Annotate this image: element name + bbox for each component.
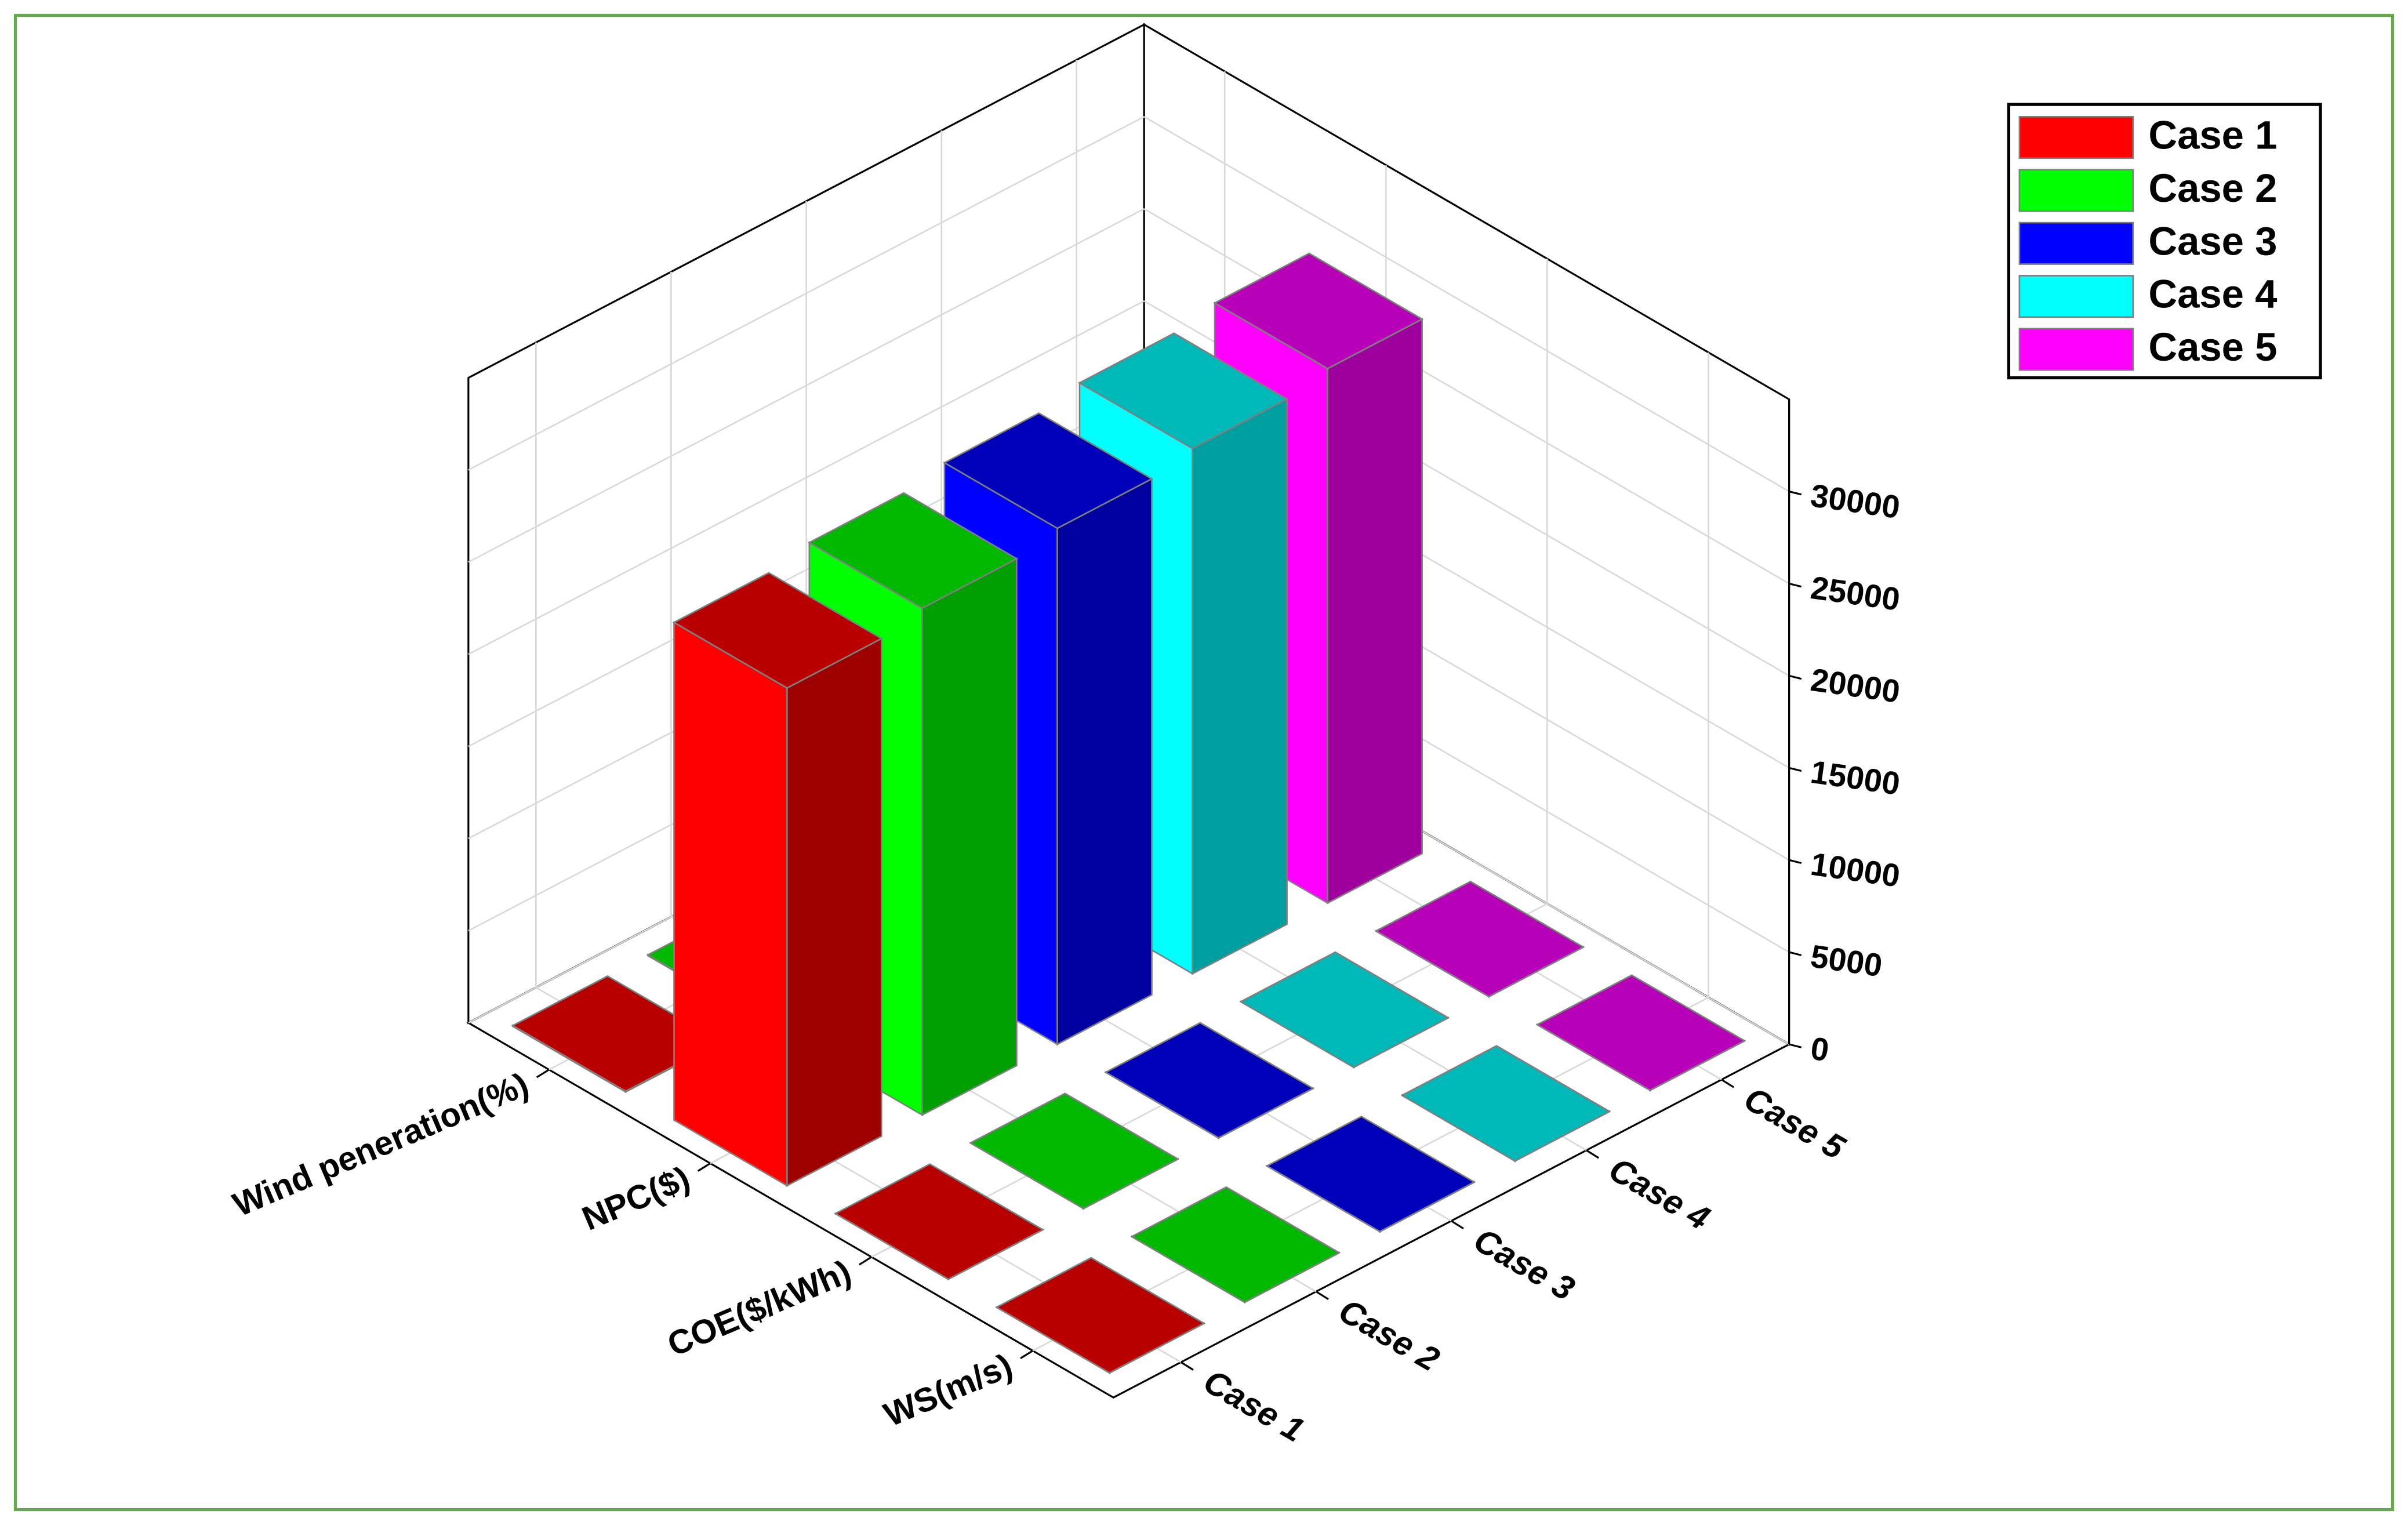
grid-line (1143, 208, 1790, 584)
z-tick (1789, 859, 1802, 865)
case-tick (1180, 1361, 1194, 1371)
legend-swatch (2018, 222, 2134, 265)
grid-line (468, 116, 1145, 471)
bar-top-face (1104, 1022, 1315, 1139)
grid-line (468, 300, 1145, 655)
row-tick (1020, 1350, 1034, 1359)
legend-label: Case 4 (2148, 272, 2277, 317)
bar-top-face (834, 1163, 1045, 1280)
legend-swatch (2018, 328, 2134, 371)
bar-right-face (1192, 397, 1288, 975)
bar-top-face (1265, 1115, 1476, 1233)
bar-top-face (1130, 1186, 1341, 1303)
z-tick (1789, 767, 1802, 772)
row-tick (536, 1069, 550, 1079)
z-tick (1789, 674, 1802, 680)
bar-left-face (673, 621, 788, 1187)
grid-line (468, 208, 1145, 563)
bar-top-face (1535, 974, 1746, 1091)
case-tick (1316, 1291, 1329, 1301)
bar-top-face (1239, 951, 1450, 1068)
legend-label: Case 2 (2148, 166, 2277, 210)
case-tick (1721, 1079, 1735, 1088)
legend-swatch (2018, 169, 2134, 212)
legend-label: Case 1 (2148, 113, 2277, 158)
bar-top-face (943, 412, 1154, 529)
case-tick (1451, 1220, 1464, 1230)
grid-line (1143, 116, 1790, 492)
bar-top-face (1400, 1045, 1611, 1162)
legend-label: Case 5 (2148, 325, 2277, 369)
legend: Case 1 Case 2 Case 3 Case 4 Case 5 (2007, 103, 2322, 380)
legend-swatch (2018, 115, 2134, 159)
bar-right-face (786, 637, 882, 1187)
bar-right-face (921, 557, 1018, 1117)
bar-top-face (995, 1257, 1206, 1374)
bar-top-face (969, 1092, 1180, 1210)
bar-right-face (1056, 477, 1153, 1046)
row-tick (859, 1256, 872, 1266)
bar-top-face (1213, 252, 1424, 370)
row-tick (697, 1162, 711, 1172)
z-tick (1789, 582, 1802, 588)
bar-top-face (1374, 880, 1585, 998)
bar-top-face (1078, 332, 1289, 449)
z-tick (1789, 951, 1802, 956)
case-tick (1586, 1149, 1600, 1159)
bar-top-face (808, 492, 1019, 609)
bar-top-face (672, 572, 884, 689)
z-tick (1789, 1043, 1802, 1048)
legend-swatch (2018, 275, 2134, 318)
bar-right-face (1327, 318, 1423, 905)
z-tick (1789, 490, 1802, 496)
legend-label: Case 3 (2148, 219, 2277, 263)
